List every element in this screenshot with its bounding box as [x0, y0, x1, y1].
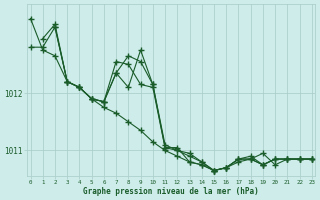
X-axis label: Graphe pression niveau de la mer (hPa): Graphe pression niveau de la mer (hPa): [83, 187, 259, 196]
